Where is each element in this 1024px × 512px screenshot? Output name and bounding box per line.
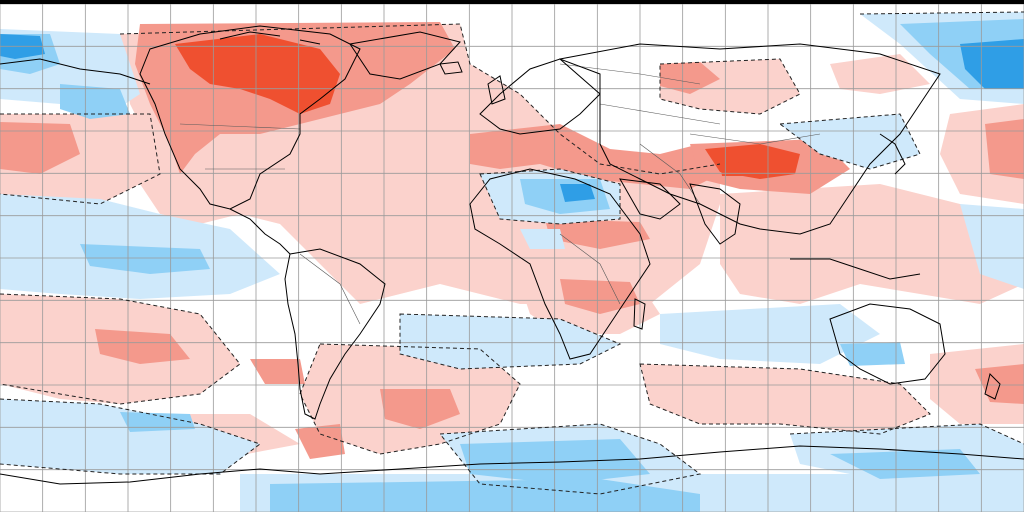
- cool-region: [60, 84, 130, 119]
- cool-region: [270, 479, 700, 512]
- border-line: [179, 123, 301, 130]
- country-borders: [179, 63, 821, 325]
- world-map-canvas: [0, 4, 1024, 512]
- border-line: [559, 63, 701, 85]
- slight-warm-region: [640, 364, 930, 434]
- contour-line: [119, 23, 721, 175]
- madagascar-coastline: [633, 298, 646, 330]
- slight-warm-region: [930, 344, 1024, 424]
- contour-line: [778, 113, 921, 170]
- slight-cool-region: [520, 229, 565, 249]
- cool-region: [840, 342, 905, 366]
- anomaly-shading: [0, 12, 1024, 512]
- contour-line: [789, 423, 1024, 445]
- slight-warm-region: [720, 184, 1024, 304]
- warm-region: [560, 279, 640, 314]
- contour-line: [439, 423, 702, 495]
- warm-region: [295, 424, 345, 459]
- warm-region: [0, 122, 80, 174]
- cool-region: [830, 449, 980, 479]
- warm-region: [95, 329, 190, 364]
- slight-cool-region: [960, 204, 1024, 289]
- graticule: [0, 4, 1024, 512]
- iceland-coastline: [439, 61, 463, 75]
- anomaly-map: [0, 4, 1024, 512]
- border-line: [559, 233, 621, 305]
- arctic-islands-coastline: [219, 31, 321, 45]
- warm-region: [660, 62, 720, 94]
- slight-cool-region: [780, 114, 920, 169]
- africa-coastline: [469, 168, 651, 360]
- slight-warm-region: [830, 54, 930, 94]
- strong-cool-region: [560, 184, 595, 202]
- warm-region: [470, 124, 720, 189]
- cool-region: [120, 412, 195, 432]
- central-america-coastline: [229, 208, 291, 255]
- slight-cool-region: [0, 399, 260, 474]
- indonesia-coastline: [790, 258, 921, 280]
- contour-line: [299, 343, 521, 455]
- warm-region: [250, 359, 305, 384]
- dashed-contours: [0, 11, 1024, 495]
- alaska-coastline: [0, 58, 151, 85]
- north-america-coastline: [139, 25, 361, 210]
- contour-line: [399, 313, 622, 370]
- asia-coastline: [558, 43, 941, 235]
- india-coastline: [689, 183, 741, 245]
- coastlines: [0, 25, 1024, 485]
- australia-coastline: [829, 303, 946, 385]
- border-line: [689, 133, 821, 145]
- japan-coastline: [879, 133, 906, 175]
- contour-line: [0, 398, 262, 475]
- contour-line: [659, 58, 801, 115]
- antarctica-coastline: [0, 445, 1024, 485]
- contour-line: [0, 293, 241, 405]
- south-america-coastline: [284, 248, 386, 420]
- strong-cool-region: [960, 39, 1024, 89]
- contour-line: [0, 113, 161, 205]
- arabia-coastline: [619, 178, 681, 220]
- border-line: [599, 103, 721, 125]
- border-line: [299, 253, 361, 325]
- warm-region: [985, 119, 1024, 179]
- slight-cool-region: [400, 314, 620, 369]
- contour-line: [479, 168, 621, 225]
- contour-line: [859, 11, 1024, 15]
- cool-region: [80, 244, 210, 274]
- strong-warm-region: [720, 162, 745, 176]
- slight-cool-region: [660, 304, 880, 364]
- contour-line: [639, 363, 931, 435]
- new-zealand-coastline: [984, 373, 1001, 400]
- uk-coastline: [487, 75, 506, 105]
- warm-region: [380, 389, 460, 429]
